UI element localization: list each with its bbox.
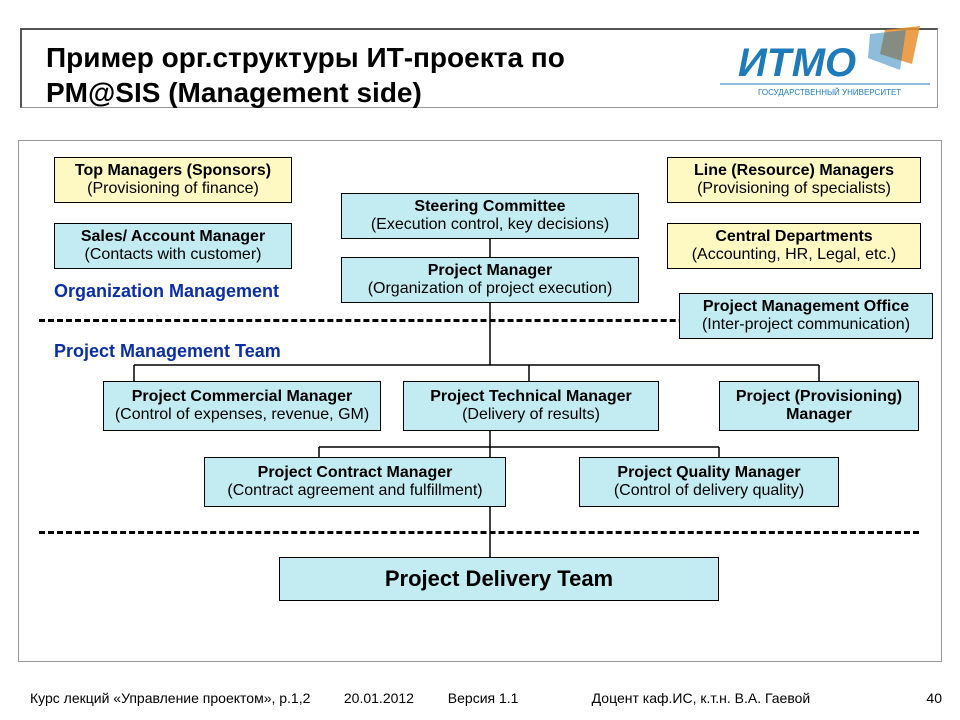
- node-quality: Project Quality Manager(Control of deliv…: [579, 457, 839, 507]
- node-title: Project Contract Manager: [209, 464, 501, 482]
- footer-version: Версия 1.1: [448, 690, 588, 706]
- footer-author: Доцент каф.ИС, к.т.н. В.А. Гаевой: [592, 690, 892, 706]
- node-subtitle: (Execution control, key decisions): [346, 216, 634, 234]
- node-title: Steering Committee: [346, 198, 634, 216]
- section-divider: [39, 531, 919, 534]
- node-subtitle: (Delivery of results): [408, 406, 654, 424]
- node-title: Project Delivery Team: [284, 566, 714, 591]
- node-subtitle: (Organization of project execution): [346, 280, 634, 298]
- node-subtitle: (Contract agreement and fulfillment): [209, 482, 501, 500]
- node-top_managers: Top Managers (Sponsors)(Provisioning of …: [54, 157, 292, 203]
- node-line_mgr: Line (Resource) Managers(Provisioning of…: [667, 157, 921, 203]
- node-title: Project (Provisioning) Manager: [724, 388, 914, 425]
- node-title: Top Managers (Sponsors): [59, 162, 287, 180]
- node-title: Sales/ Account Manager: [59, 228, 287, 246]
- node-steering: Steering Committee(Execution control, ke…: [341, 193, 639, 239]
- slide-title: Пример орг.структуры ИТ-проекта по PM@SI…: [46, 40, 637, 110]
- node-title: Project Management Office: [684, 298, 928, 316]
- node-title: Project Quality Manager: [584, 464, 834, 482]
- node-subtitle: (Control of expenses, revenue, GM): [108, 406, 376, 424]
- node-pmo: Project Management Office(Inter-project …: [679, 293, 933, 339]
- node-proj_mgr: Project Manager(Organization of project …: [341, 257, 639, 303]
- node-subtitle: (Contacts with customer): [59, 246, 287, 264]
- node-subtitle: (Control of delivery quality): [584, 482, 834, 500]
- node-contract: Project Contract Manager(Contract agreem…: [204, 457, 506, 507]
- node-sales_mgr: Sales/ Account Manager(Contacts with cus…: [54, 223, 292, 269]
- org-chart-diagram: Organization Management Project Managemen…: [18, 140, 942, 662]
- node-subtitle: (Provisioning of specialists): [672, 180, 916, 198]
- logo-text: ИТМО: [738, 41, 856, 85]
- itmo-logo: ИТМО ГОСУДАРСТВЕННЫЙ УНИВЕРСИТЕТ: [720, 24, 930, 102]
- node-central_dept: Central Departments(Accounting, HR, Lega…: [667, 223, 921, 269]
- node-pcm: Project Commercial Manager(Control of ex…: [103, 381, 381, 431]
- node-subtitle: (Inter-project communication): [684, 316, 928, 334]
- node-title: Central Departments: [672, 228, 916, 246]
- section-label-pmt: Project Management Team: [54, 341, 281, 362]
- footer-date: 20.01.2012: [344, 690, 444, 706]
- node-delivery: Project Delivery Team: [279, 557, 719, 601]
- node-title: Project Manager: [346, 262, 634, 280]
- node-ppm: Project (Provisioning) Manager: [719, 381, 919, 431]
- node-subtitle: (Provisioning of finance): [59, 180, 287, 198]
- footer-course: Курс лекций «Управление проектом», р.1,2: [30, 690, 340, 706]
- node-title: Line (Resource) Managers: [672, 162, 916, 180]
- node-subtitle: (Accounting, HR, Legal, etc.): [672, 246, 916, 264]
- node-ptm: Project Technical Manager(Delivery of re…: [403, 381, 659, 431]
- node-title: Project Commercial Manager: [108, 388, 376, 406]
- footer-page: 40: [902, 690, 942, 706]
- node-title: Project Technical Manager: [408, 388, 654, 406]
- slide-footer: Курс лекций «Управление проектом», р.1,2…: [30, 690, 942, 706]
- logo-subtext: ГОСУДАРСТВЕННЫЙ УНИВЕРСИТЕТ: [758, 88, 901, 97]
- section-label-org: Organization Management: [54, 281, 279, 302]
